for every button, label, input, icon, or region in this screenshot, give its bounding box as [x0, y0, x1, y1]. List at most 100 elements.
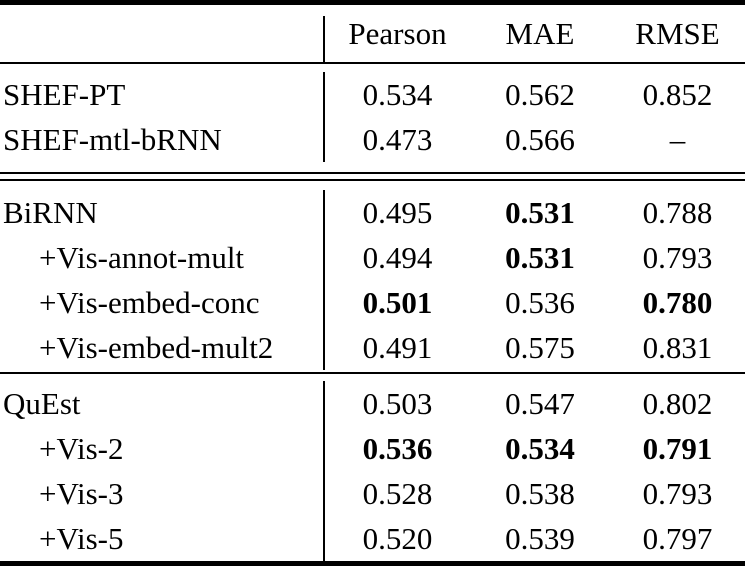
table-header-row: Pearson MAE RMSE [0, 5, 745, 62]
metric-value: 0.491 [362, 330, 433, 365]
table-row: +Vis-3 0.528 0.538 0.793 [0, 471, 745, 516]
metric-value: 0.534 [362, 77, 433, 112]
row-label: SHEF-mtl-bRNN [3, 122, 222, 157]
row-label: +Vis-3 [39, 476, 124, 511]
table-row: +Vis-annot-mult 0.494 0.531 0.793 [0, 235, 745, 280]
row-label-cell: +Vis-embed-conc [0, 280, 325, 325]
metric-value: 0.536 [505, 285, 575, 320]
pearson-value-cell: 0.503 [325, 381, 470, 426]
row-label-cell: SHEF-mtl-bRNN [0, 117, 325, 162]
double-rule-divider [0, 172, 745, 181]
metric-value: 0.536 [362, 431, 433, 466]
rmse-value-cell: 0.797 [610, 516, 745, 561]
section-shef-baselines: SHEF-PT 0.534 0.562 0.852 SHEF-mtl-bRNN … [0, 64, 745, 172]
metric-value: 0.566 [505, 122, 575, 157]
metric-value: 0.788 [642, 195, 713, 230]
metric-value: 0.797 [642, 521, 713, 556]
section-divider-rule [0, 372, 745, 374]
table-row: +Vis-embed-conc 0.501 0.536 0.780 [0, 280, 745, 325]
rmse-value-cell: 0.831 [610, 325, 745, 370]
row-label-cell: +Vis-3 [0, 471, 325, 516]
metric-value: 0.780 [642, 285, 713, 320]
section-quest: QuEst 0.503 0.547 0.802 +Vis-2 0.536 0.5… [0, 374, 745, 561]
pearson-value-cell: 0.520 [325, 516, 470, 561]
table-row: BiRNN 0.495 0.531 0.788 [0, 190, 745, 235]
row-label: +Vis-annot-mult [39, 240, 245, 275]
metric-value: 0.852 [642, 77, 713, 112]
metric-value: 0.538 [505, 476, 575, 511]
rmse-value-cell: 0.802 [610, 381, 745, 426]
mae-value-cell: 0.536 [470, 280, 610, 325]
metric-value: 0.520 [362, 521, 433, 556]
pearson-value-cell: 0.494 [325, 235, 470, 280]
mae-value-cell: 0.539 [470, 516, 610, 561]
metric-value: 0.503 [362, 386, 433, 421]
mae-value-cell: 0.534 [470, 426, 610, 471]
mae-value-cell: 0.575 [470, 325, 610, 370]
metric-value: 0.531 [505, 240, 575, 275]
row-label: +Vis-embed-conc [39, 285, 260, 320]
rmse-value-cell: 0.780 [610, 280, 745, 325]
pearson-value-cell: 0.495 [325, 190, 470, 235]
header-empty-cell [0, 16, 325, 62]
metric-value: 0.547 [505, 386, 575, 421]
table-row: SHEF-mtl-bRNN 0.473 0.566 – [0, 117, 745, 162]
column-header-pearson-cell: Pearson [325, 5, 470, 62]
metric-value: 0.793 [642, 240, 713, 275]
metric-value: 0.495 [362, 195, 433, 230]
column-header-mae-cell: MAE [470, 5, 610, 62]
column-header-pearson: Pearson [348, 16, 447, 51]
mae-value-cell: 0.562 [470, 72, 610, 117]
pearson-value-cell: 0.534 [325, 72, 470, 117]
row-label-cell: +Vis-2 [0, 426, 325, 471]
row-label-cell: +Vis-5 [0, 516, 325, 561]
mae-value-cell: 0.531 [470, 190, 610, 235]
row-label-cell: +Vis-annot-mult [0, 235, 325, 280]
metric-value: 0.501 [362, 285, 433, 320]
metric-value: 0.575 [505, 330, 575, 365]
row-label-cell: SHEF-PT [0, 72, 325, 117]
metric-value: 0.791 [642, 431, 713, 466]
mae-value-cell: 0.547 [470, 381, 610, 426]
metric-value: 0.534 [505, 431, 575, 466]
row-label: BiRNN [3, 195, 98, 230]
section-birnn: BiRNN 0.495 0.531 0.788 +Vis-annot-mult … [0, 181, 745, 372]
rmse-value-cell: 0.793 [610, 235, 745, 280]
row-label: QuEst [3, 386, 81, 421]
table-row: +Vis-2 0.536 0.534 0.791 [0, 426, 745, 471]
metric-value: 0.802 [642, 386, 713, 421]
rmse-value-cell: – [610, 117, 745, 162]
row-label: +Vis-5 [39, 521, 124, 556]
mae-value-cell: 0.566 [470, 117, 610, 162]
row-label-cell: QuEst [0, 381, 325, 426]
column-header-mae: MAE [505, 16, 575, 51]
column-header-rmse-cell: RMSE [610, 5, 745, 62]
rmse-value-cell: 0.793 [610, 471, 745, 516]
bottom-rule [0, 561, 745, 566]
header-rule [0, 62, 745, 64]
metric-value: 0.562 [505, 77, 575, 112]
pearson-value-cell: 0.501 [325, 280, 470, 325]
metric-value: 0.528 [362, 476, 433, 511]
rmse-value-cell: 0.788 [610, 190, 745, 235]
metric-value: – [669, 122, 686, 157]
top-rule [0, 0, 745, 5]
table-row: +Vis-5 0.520 0.539 0.797 [0, 516, 745, 561]
row-label-cell: BiRNN [0, 190, 325, 235]
table-row: SHEF-PT 0.534 0.562 0.852 [0, 72, 745, 117]
metric-value: 0.494 [362, 240, 433, 275]
metric-value: 0.831 [642, 330, 713, 365]
pearson-value-cell: 0.473 [325, 117, 470, 162]
metric-value: 0.473 [362, 122, 433, 157]
mae-value-cell: 0.531 [470, 235, 610, 280]
metric-value: 0.793 [642, 476, 713, 511]
metric-value: 0.531 [505, 195, 575, 230]
row-label: +Vis-embed-mult2 [39, 330, 274, 365]
table-row: +Vis-embed-mult2 0.491 0.575 0.831 [0, 325, 745, 370]
rmse-value-cell: 0.852 [610, 72, 745, 117]
row-label: +Vis-2 [39, 431, 124, 466]
rmse-value-cell: 0.791 [610, 426, 745, 471]
table-row: QuEst 0.503 0.547 0.802 [0, 381, 745, 426]
pearson-value-cell: 0.528 [325, 471, 470, 516]
